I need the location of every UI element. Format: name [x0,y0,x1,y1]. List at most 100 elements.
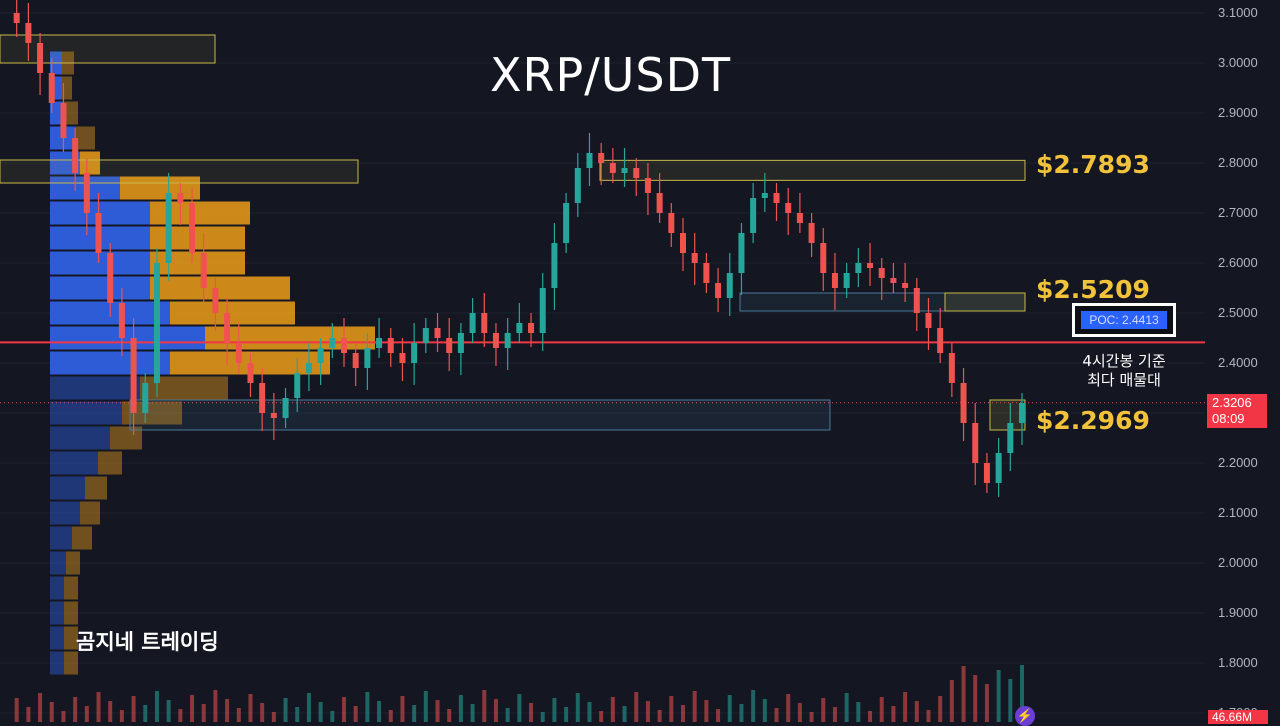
candle-body [118,303,125,338]
candle-body [948,353,955,383]
candle-body [305,363,312,373]
volume-bar [762,699,767,722]
volume-bar [14,698,19,722]
volume-bar [844,693,849,722]
profile-sell-bar [170,301,295,325]
volume-bar [739,704,744,722]
profile-sell-bar [122,401,182,425]
volume-bar [365,692,370,722]
volume-bar [575,693,580,722]
volume-bar [786,694,791,722]
volume-bar [564,707,569,722]
candle-body [142,383,149,413]
candle-body [434,328,441,338]
candle-body [224,313,231,343]
candle-body [200,253,207,288]
candle-body [1007,423,1014,453]
volume-bar [809,712,814,722]
volume-bar [493,699,498,722]
volume-bar [49,702,54,722]
candle-body [668,213,675,233]
candle-body [270,413,277,418]
profile-buy-bar [50,476,85,500]
y-tick-label: 1.8000 [1218,655,1258,670]
volume-bar [61,711,66,722]
volume-bar [306,693,311,722]
volume-bar [330,711,335,722]
volume-bar [821,698,826,722]
candle-body [831,273,838,288]
volume-badge: 46.66M [1208,710,1268,724]
volume-bar [692,691,697,722]
profile-buy-bar [50,451,98,475]
volume-bar [704,700,709,722]
chart-title: XRP/USDT [490,48,732,102]
volume-bar [856,702,861,722]
profile-buy-bar [50,501,80,525]
volume-bar [38,693,43,722]
candle-body [528,323,535,333]
profile-buy-bar [50,426,110,450]
candle-body [937,328,944,353]
volume-bar [634,692,639,722]
profile-buy-bar [50,626,64,650]
resistance-zone [599,159,1026,181]
profile-sell-bar [64,601,78,625]
profile-sell-bar [205,326,375,350]
profile-sell-bar [80,501,100,525]
volume-bar [342,697,346,722]
candle-body [387,338,394,353]
candle-body [294,373,301,398]
candle-body [247,363,254,383]
volume-bar [225,699,230,722]
profile-sell-bar [75,126,95,150]
candle-body [492,333,499,348]
volume-bar [236,708,241,722]
zone-box [0,34,216,64]
volume-bar [73,697,78,722]
mid-zone-highlight [944,292,1026,312]
poc-label: POC: 2.4413 [1081,311,1167,329]
candle-body [761,193,768,198]
volume-bar [926,710,931,722]
volume-bar [938,696,943,722]
candle-body [598,153,605,163]
volume-bar [412,705,417,722]
candle-body [399,353,406,363]
candle-body [563,203,570,243]
candle-body [796,213,803,223]
volume-bar [108,701,113,722]
volume-bar [283,698,288,722]
candle-body [341,338,347,353]
candle-body [153,263,160,383]
candle-body [212,288,219,313]
y-tick-label: 2.9000 [1218,105,1258,120]
candle-body [235,343,242,363]
volume-bar [587,702,592,722]
volume-bar [435,700,440,722]
volume-bar [622,706,627,722]
profile-buy-bar [50,376,140,400]
profile-sell-bar [64,101,78,125]
candle-body [457,333,464,353]
candle-body [411,343,418,363]
candle-body [925,313,932,328]
lightning-icon[interactable]: ⚡ [1015,706,1035,726]
candle-body [376,338,383,348]
volume-bar [645,701,650,722]
profile-buy-bar [50,276,150,300]
candle-body [890,278,897,283]
candle-body [37,43,44,73]
volume-bar [295,707,300,722]
profile-sell-bar [150,226,245,250]
profile-buy-bar [50,251,150,275]
volume-bar [657,710,662,722]
last-price: 2.3206 [1212,395,1252,410]
profile-sell-bar [150,276,290,300]
candle-body [130,338,137,413]
candle-body [715,283,722,298]
volume-bar [797,703,802,722]
volume-bar [423,691,428,722]
